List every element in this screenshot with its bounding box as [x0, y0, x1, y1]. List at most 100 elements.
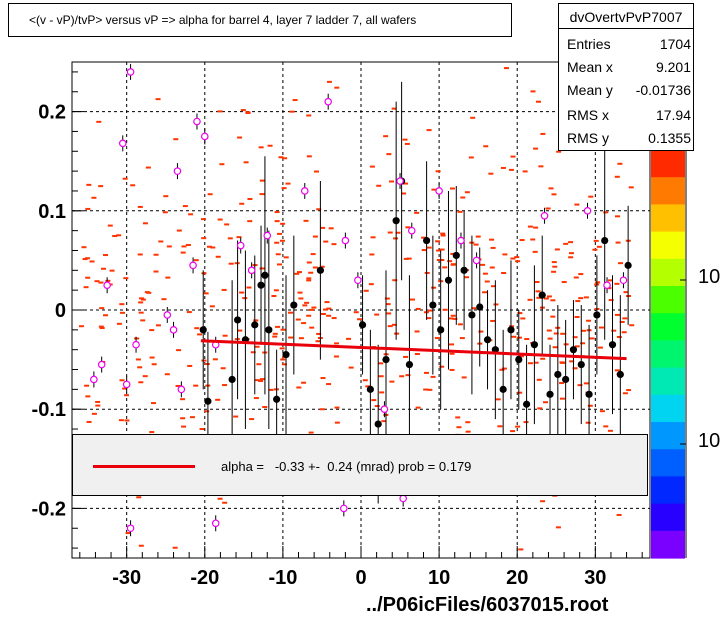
x-tick-label: -10 [268, 567, 297, 589]
palette-band [651, 449, 685, 477]
open-point [193, 117, 201, 126]
profile-point [382, 356, 390, 364]
open-point [300, 187, 309, 195]
open-point [163, 311, 172, 319]
profile-point [452, 251, 460, 260]
profile-point [265, 326, 273, 334]
profile-point [468, 311, 476, 319]
palette-band [651, 313, 685, 341]
title-box: <(v - vP)/tvP> versus vP => alpha for ba… [8, 3, 512, 37]
palette-band [651, 394, 685, 423]
profile-point [616, 370, 624, 379]
open-point [90, 375, 98, 384]
open-point [118, 139, 127, 148]
palette-band [651, 530, 685, 559]
profile-point [491, 346, 499, 354]
profile-layer [90, 63, 632, 537]
palette-band [651, 340, 685, 369]
fit-line [200, 339, 627, 361]
legend-fit-line [93, 465, 195, 468]
profile-point [392, 217, 400, 225]
fit-legend: alpha = -0.33 +- 0.24 (mrad) prob = 0.17… [72, 434, 648, 496]
stat-row-entries: Entries 1704 [567, 36, 691, 58]
profile-point [316, 266, 324, 274]
plot-title: <(v - vP)/tvP> versus vP => alpha for ba… [29, 13, 417, 27]
open-point [354, 276, 362, 285]
open-point [380, 405, 389, 414]
stats-box: dvOvertvPvP7007 Entries 1704 Mean x 9.20… [558, 3, 694, 151]
stat-key: RMS x [567, 107, 609, 123]
open-point [341, 236, 350, 245]
palette-band [651, 150, 685, 178]
profile-point [499, 385, 507, 393]
stat-value: 0.1355 [648, 130, 691, 146]
open-point [200, 132, 209, 141]
profile-point [437, 326, 445, 334]
y-tick-label: -0.1 [32, 399, 66, 421]
palette-band [651, 258, 685, 287]
open-point [169, 326, 178, 334]
open-point [399, 494, 407, 503]
stat-value: 1704 [659, 36, 691, 52]
profile-point [282, 351, 290, 359]
profile-point [624, 261, 632, 269]
profile-point [228, 375, 236, 384]
profile-point [460, 266, 468, 274]
profile-point [233, 316, 242, 324]
open-point [103, 281, 111, 290]
profile-point [515, 356, 523, 364]
profile-point [273, 395, 281, 403]
profile-point [530, 341, 539, 349]
stats-name: dvOvertvPvP7007 [559, 4, 693, 29]
palette-band [651, 286, 685, 314]
open-point [247, 266, 256, 275]
y-tick-label: 0.2 [38, 102, 66, 124]
profile-point [204, 397, 212, 405]
profile-point [554, 370, 562, 379]
profile-point [251, 321, 259, 329]
x-tick-label: -20 [190, 567, 219, 589]
profile-point [522, 400, 531, 408]
profile-point [261, 271, 269, 279]
stat-row-rms-y: RMS y 0.1355 [567, 130, 691, 152]
open-point [603, 281, 611, 290]
palette-band [651, 422, 685, 450]
open-point [407, 226, 416, 235]
open-point [177, 385, 186, 394]
stat-key: RMS y [567, 130, 609, 146]
stat-row-mean-x: Mean x 9.201 [567, 59, 691, 81]
profile-point [483, 336, 492, 344]
profile-point [507, 326, 515, 334]
profile-point [608, 341, 617, 349]
open-point [457, 236, 465, 245]
grid-lines [72, 62, 650, 558]
open-point [236, 241, 245, 250]
profile-point [538, 291, 546, 299]
open-point [619, 276, 628, 285]
x-tick-label: 30 [584, 567, 606, 589]
profile-point [562, 375, 570, 384]
stat-key: Mean y [567, 82, 613, 98]
open-point [189, 261, 197, 270]
palette-band [651, 367, 685, 396]
palette-band [651, 503, 685, 532]
profile-point [601, 236, 609, 245]
stat-value: 9.201 [655, 59, 691, 75]
open-point [122, 380, 131, 389]
open-point [173, 167, 182, 175]
profile-point [429, 301, 437, 309]
open-point [472, 256, 481, 265]
open-point [540, 211, 549, 220]
open-point [97, 360, 106, 369]
stat-key: Entries [567, 36, 611, 52]
color-palette [651, 150, 687, 559]
open-point [126, 524, 135, 533]
y-tick-label: -0.2 [32, 498, 66, 520]
profile-point [366, 385, 374, 393]
fit-layer [200, 339, 627, 361]
profile-point [405, 360, 414, 369]
open-point [263, 231, 272, 240]
file-path-label: ../P06icFiles/6037015.root [366, 594, 609, 616]
profile-point [593, 311, 601, 319]
y-tick-label: 0.1 [38, 201, 66, 223]
